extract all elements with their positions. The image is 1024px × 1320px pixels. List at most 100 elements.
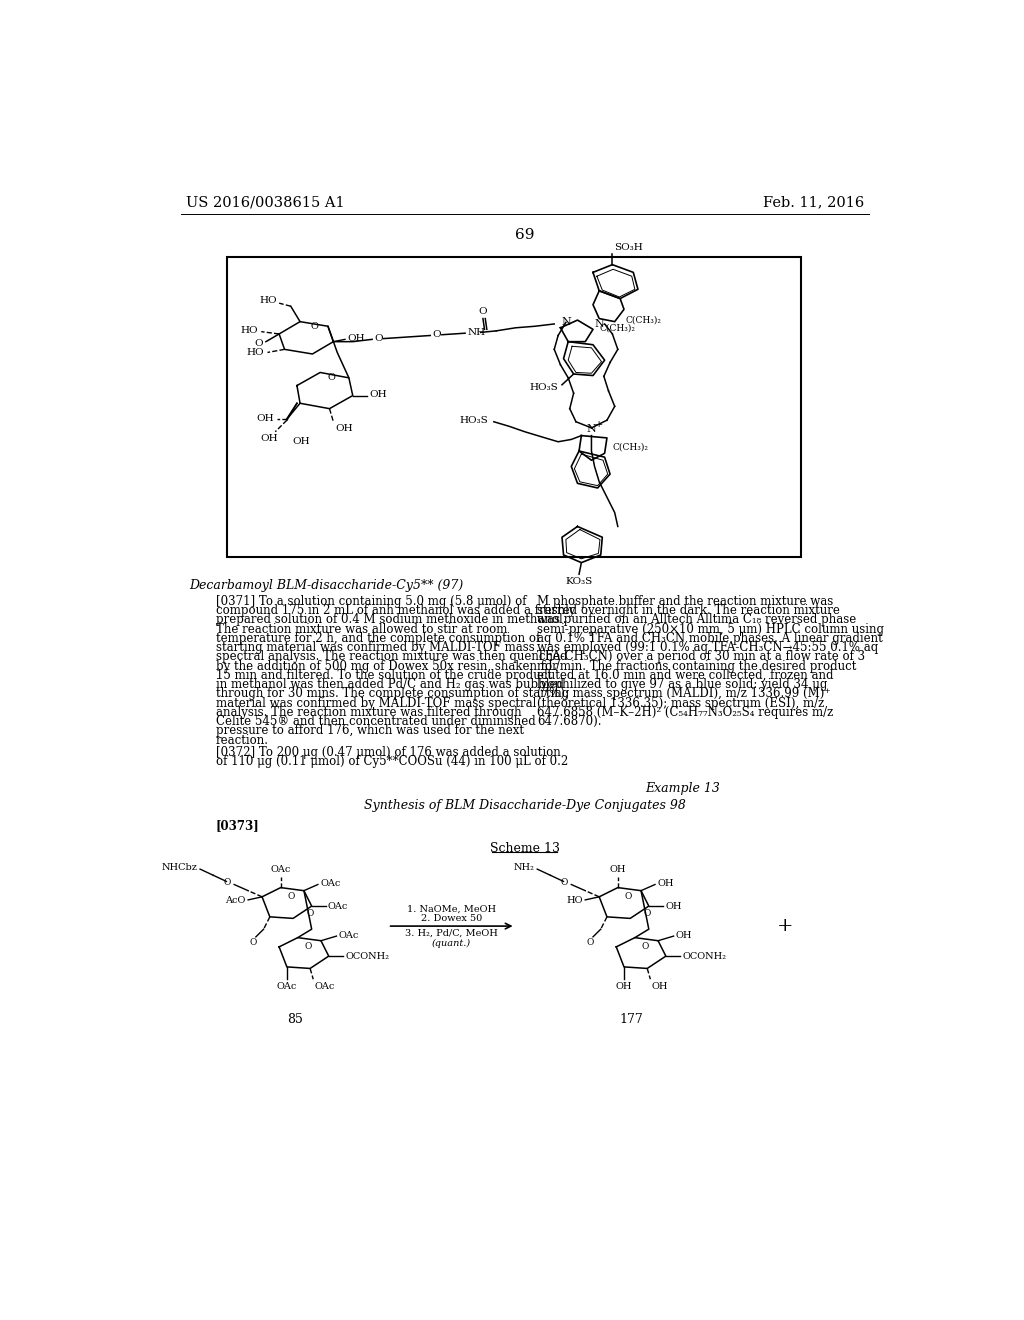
Text: +: + xyxy=(595,420,603,429)
Text: 2. Dowex 50: 2. Dowex 50 xyxy=(421,913,482,923)
Text: spectral analysis. The reaction mixture was then quenched: spectral analysis. The reaction mixture … xyxy=(216,651,567,664)
Text: by the addition of 500 mg of Dowex 50x resin, shaken for: by the addition of 500 mg of Dowex 50x r… xyxy=(216,660,557,673)
Text: [0371] To a solution containing 5.0 mg (5.8 μmol) of: [0371] To a solution containing 5.0 mg (… xyxy=(216,595,526,609)
Text: aq 0.1% TFA and CH₃CN mobile phases. A linear gradient: aq 0.1% TFA and CH₃CN mobile phases. A l… xyxy=(538,632,883,645)
Text: 647.6870).: 647.6870). xyxy=(538,715,602,729)
Text: OAc: OAc xyxy=(276,982,297,991)
Text: OH: OH xyxy=(665,902,682,911)
Text: HO: HO xyxy=(247,348,264,356)
Text: OH: OH xyxy=(609,865,626,874)
Text: HO₃S: HO₃S xyxy=(529,383,558,392)
Text: C(CH₃)₂: C(CH₃)₂ xyxy=(626,315,662,325)
Text: O: O xyxy=(327,372,335,381)
Text: O: O xyxy=(478,308,487,317)
Text: was employed (99:1 0.1% aq TFA-CH₃CN→45:55 0.1% aq: was employed (99:1 0.1% aq TFA-CH₃CN→45:… xyxy=(538,642,879,655)
Text: 69: 69 xyxy=(515,228,535,243)
Text: Synthesis of BLM Disaccharide-Dye Conjugates 98: Synthesis of BLM Disaccharide-Dye Conjug… xyxy=(364,799,686,812)
Text: HO: HO xyxy=(566,896,583,906)
Text: OH: OH xyxy=(256,414,273,424)
Text: Example 13: Example 13 xyxy=(645,781,720,795)
Text: OAc: OAc xyxy=(328,902,348,911)
Text: compound 175 in 2 mL of anh methanol was added a freshly: compound 175 in 2 mL of anh methanol was… xyxy=(216,605,575,618)
Text: SO₃H: SO₃H xyxy=(614,243,643,252)
Text: through for 30 mins. The complete consumption of starting: through for 30 mins. The complete consum… xyxy=(216,688,568,701)
Text: OAc: OAc xyxy=(339,931,359,940)
Text: C(CH₃)₂: C(CH₃)₂ xyxy=(612,442,648,451)
Text: reaction.: reaction. xyxy=(216,734,268,747)
Text: O: O xyxy=(306,909,313,919)
Text: N: N xyxy=(587,425,596,434)
Text: OAc: OAc xyxy=(270,865,291,874)
Text: O: O xyxy=(254,339,263,347)
Text: O: O xyxy=(375,334,383,343)
Text: starting material was confirmed by MALDI-TOF mass: starting material was confirmed by MALDI… xyxy=(216,642,535,655)
Text: [0372] To 200 μg (0.47 μmol) of 176 was added a solution: [0372] To 200 μg (0.47 μmol) of 176 was … xyxy=(216,746,560,759)
Text: of 110 μg (0.11 μmol) of Cy5**COOSu (44) in 100 μL of 0.2: of 110 μg (0.11 μmol) of Cy5**COOSu (44)… xyxy=(216,755,568,768)
Text: was purified on an Alltech Alltima C₁₈ reversed phase: was purified on an Alltech Alltima C₁₈ r… xyxy=(538,614,856,627)
Text: OH: OH xyxy=(369,391,387,399)
Text: OCONH₂: OCONH₂ xyxy=(682,953,726,961)
Text: HO: HO xyxy=(259,297,276,305)
Text: 1. NaOMe, MeOH: 1. NaOMe, MeOH xyxy=(407,904,496,913)
Text: semi-preparative (250×10 mm, 5 μm) HPLC column using: semi-preparative (250×10 mm, 5 μm) HPLC … xyxy=(538,623,884,636)
Text: OH: OH xyxy=(657,879,674,888)
Text: eluted at 16.0 min and were collected, frozen and: eluted at 16.0 min and were collected, f… xyxy=(538,669,834,682)
Text: US 2016/0038615 A1: US 2016/0038615 A1 xyxy=(186,195,345,210)
Text: in methanol was then added Pd/C and H₂ gas was bubbled: in methanol was then added Pd/C and H₂ g… xyxy=(216,678,563,692)
Text: 177: 177 xyxy=(620,1014,644,1026)
Text: OH: OH xyxy=(260,434,278,444)
Text: O: O xyxy=(287,892,295,902)
Text: 85: 85 xyxy=(287,1014,302,1026)
Text: OH: OH xyxy=(347,334,365,343)
Text: O: O xyxy=(641,942,648,952)
Text: The reaction mixture was allowed to stir at room: The reaction mixture was allowed to stir… xyxy=(216,623,507,636)
Text: O: O xyxy=(561,879,568,887)
Text: OH: OH xyxy=(676,931,692,940)
Text: O: O xyxy=(586,939,594,948)
Text: NH: NH xyxy=(467,327,485,337)
Text: prepared solution of 0.4 M sodium methoxide in methanol.: prepared solution of 0.4 M sodium methox… xyxy=(216,614,566,627)
Text: KO₃S: KO₃S xyxy=(565,577,593,586)
Text: Feb. 11, 2016: Feb. 11, 2016 xyxy=(763,195,864,210)
Text: [0373]: [0373] xyxy=(216,818,259,832)
Text: O: O xyxy=(304,942,311,952)
Text: (quant.): (quant.) xyxy=(431,939,471,948)
Text: Scheme 13: Scheme 13 xyxy=(489,842,560,855)
Text: material was confirmed by MALDI-TOF mass spectral: material was confirmed by MALDI-TOF mass… xyxy=(216,697,536,710)
Text: lyophilized to give 97 as a blue solid: yield 34 μg: lyophilized to give 97 as a blue solid: … xyxy=(538,678,827,692)
Text: C(CH₃)₂: C(CH₃)₂ xyxy=(599,323,635,333)
Text: pressure to afford 176, which was used for the next: pressure to afford 176, which was used f… xyxy=(216,725,523,738)
Text: (7%); mass spectrum (MALDI), m/z 1336.99 (M)⁺: (7%); mass spectrum (MALDI), m/z 1336.99… xyxy=(538,688,830,701)
Text: analysis. The reaction mixture was filtered through: analysis. The reaction mixture was filte… xyxy=(216,706,521,719)
Text: 3. H₂, Pd/C, MeOH: 3. H₂, Pd/C, MeOH xyxy=(404,929,498,939)
Text: OH: OH xyxy=(335,424,352,433)
Text: Decarbamoyl BLM-disaccharide-Cy5** (97): Decarbamoyl BLM-disaccharide-Cy5** (97) xyxy=(189,578,464,591)
Text: O: O xyxy=(310,322,317,331)
Text: NH₂: NH₂ xyxy=(514,863,535,873)
Text: 15 min and filtered. To the solution of the crude product: 15 min and filtered. To the solution of … xyxy=(216,669,552,682)
Text: OH: OH xyxy=(652,982,669,991)
Text: OCONH₂: OCONH₂ xyxy=(345,953,389,961)
Text: Celite 545® and then concentrated under diminished: Celite 545® and then concentrated under … xyxy=(216,715,536,729)
Text: OH: OH xyxy=(293,437,310,446)
Text: OAc: OAc xyxy=(321,879,341,888)
Text: N: N xyxy=(561,317,570,327)
Text: M phosphate buffer and the reaction mixture was: M phosphate buffer and the reaction mixt… xyxy=(538,595,834,609)
Text: temperature for 2 h, and the complete consumption of: temperature for 2 h, and the complete co… xyxy=(216,632,540,645)
Text: OAc: OAc xyxy=(314,982,335,991)
Text: TFA-CH₃CN) over a period of 30 min at a flow rate of 3: TFA-CH₃CN) over a period of 30 min at a … xyxy=(538,651,865,664)
Text: OH: OH xyxy=(615,982,632,991)
Bar xyxy=(227,257,801,557)
Text: O: O xyxy=(432,330,441,339)
Text: O: O xyxy=(223,879,231,887)
Text: 647.6858 (M–K–2H)² (C₅₄H₇₇N₃O₂₅S₄ requires m/z: 647.6858 (M–K–2H)² (C₅₄H₇₇N₃O₂₅S₄ requir… xyxy=(538,706,834,719)
Text: AcO: AcO xyxy=(225,896,246,906)
Text: mL/min. The fractions containing the desired product: mL/min. The fractions containing the des… xyxy=(538,660,856,673)
Text: NHCbz: NHCbz xyxy=(162,863,198,873)
Text: O: O xyxy=(643,909,651,919)
Text: +: + xyxy=(777,917,794,935)
Text: HO₃S: HO₃S xyxy=(460,417,488,425)
Text: O: O xyxy=(249,939,256,948)
Text: (theoretical 1336.35); mass spectrum (ESI), m/z: (theoretical 1336.35); mass spectrum (ES… xyxy=(538,697,824,710)
Text: HO: HO xyxy=(241,326,258,335)
